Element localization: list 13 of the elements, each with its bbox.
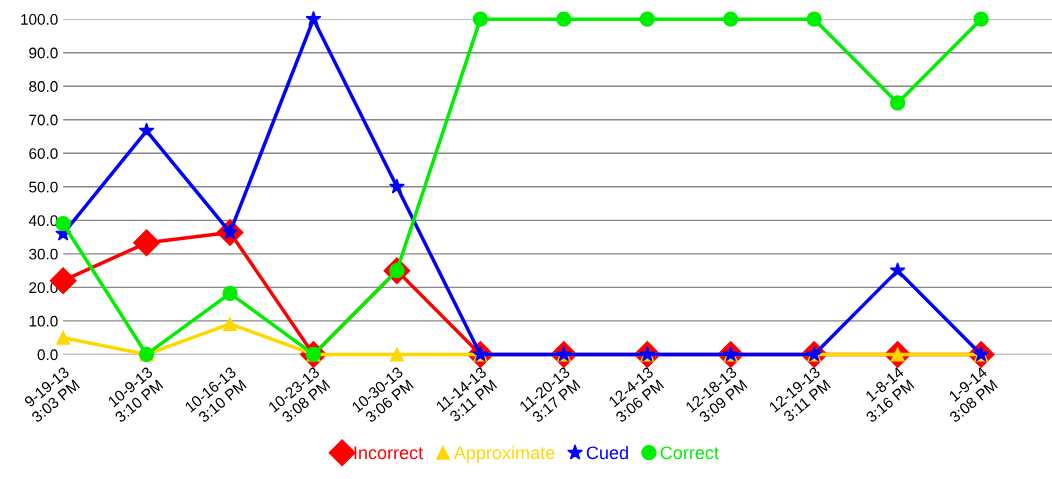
y-tick-label: 70.0 (29, 114, 58, 126)
y-tick-label: 10.0 (29, 315, 58, 327)
y-tick-label: 90.0 (29, 47, 58, 59)
y-tick-label: 60.0 (29, 148, 58, 159)
y-tick-label: 80.0 (29, 81, 58, 92)
y-tick-label: 50.0 (29, 181, 58, 193)
y-tick-label: 30.0 (29, 248, 58, 260)
legend-label: Correct (660, 446, 719, 460)
y-tick-label: 100.0 (21, 14, 58, 25)
legend-label: Incorrect (354, 446, 424, 460)
legend-label: Cued (586, 445, 628, 460)
y-tick-label: 0.0 (37, 349, 58, 361)
legend-label: Approximate (453, 445, 555, 463)
